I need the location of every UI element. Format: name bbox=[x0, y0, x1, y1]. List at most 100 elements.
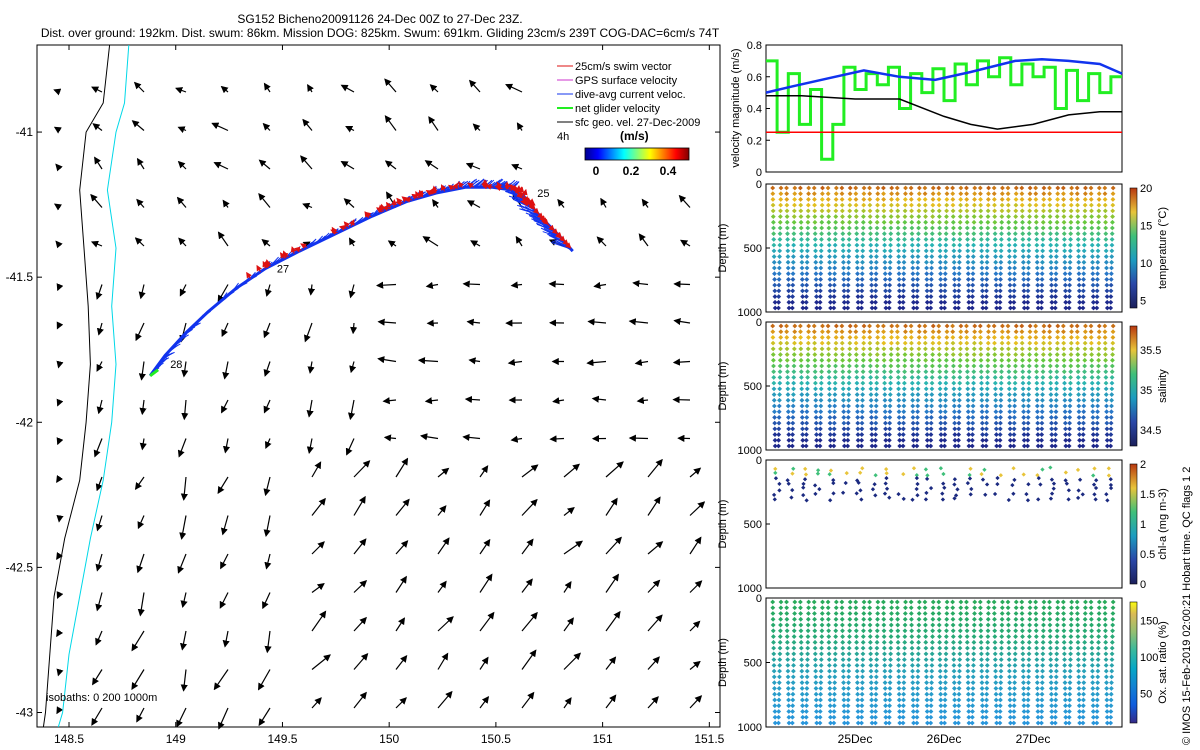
temperature-point bbox=[970, 271, 976, 277]
geo-velocity-arrow bbox=[605, 536, 622, 555]
geo-velocity-arrow bbox=[552, 397, 565, 405]
geo-velocity-arrow bbox=[521, 611, 538, 632]
temperature-point bbox=[1007, 294, 1013, 299]
legend-swum: 25cm/s swim vector bbox=[575, 61, 672, 73]
geo-velocity-arrow bbox=[263, 515, 271, 537]
geo-velocity-arrow bbox=[347, 399, 356, 421]
geo-velocity-arrow bbox=[136, 198, 145, 208]
geo-velocity-arrow bbox=[395, 697, 407, 709]
salinity-ytick-label: 0 bbox=[756, 317, 762, 329]
temperature-point bbox=[998, 242, 1004, 248]
geo-velocity-arrow bbox=[262, 122, 271, 131]
temperature-point bbox=[929, 265, 934, 271]
temperature-point bbox=[915, 254, 921, 259]
geo-velocity-arrow bbox=[264, 553, 272, 570]
temperature-point bbox=[1020, 248, 1026, 254]
temperature-point bbox=[800, 288, 805, 294]
geo-velocity-arrow bbox=[422, 236, 439, 247]
temperature-point bbox=[846, 254, 852, 259]
geo-velocity-arrow bbox=[437, 467, 450, 478]
temperature-point bbox=[881, 197, 887, 202]
geo-velocity-arrow bbox=[134, 237, 145, 247]
swim-vector bbox=[555, 231, 563, 239]
swim-vector bbox=[411, 193, 419, 200]
oxygen-ytick-label: 500 bbox=[744, 658, 762, 670]
temperature-point bbox=[1000, 185, 1005, 191]
temperature-point bbox=[792, 191, 798, 197]
geo-velocity-arrow bbox=[56, 514, 64, 523]
geo-velocity-arrow bbox=[131, 120, 145, 131]
temperature-colorbar-label: temperature (°C) bbox=[1157, 207, 1169, 289]
geo-velocity-arrow bbox=[53, 126, 62, 134]
geo-velocity-arrow bbox=[56, 360, 64, 369]
temperature-point bbox=[956, 294, 962, 299]
chlorophyll-ylabel: Depth (m) bbox=[717, 500, 729, 549]
map-xtick-label: 151 bbox=[593, 732, 613, 746]
geo-velocity-arrow bbox=[468, 357, 481, 365]
temperature-point bbox=[827, 271, 833, 277]
temperature-point bbox=[874, 254, 879, 259]
temperature-point bbox=[998, 265, 1004, 271]
temperature-point bbox=[914, 288, 920, 294]
temperature-point bbox=[1019, 191, 1025, 197]
geo-velocity-arrow bbox=[180, 669, 188, 692]
temperature-point bbox=[938, 271, 943, 277]
swim-vector bbox=[515, 191, 523, 199]
temperature-point bbox=[900, 294, 906, 299]
temperature-point bbox=[805, 242, 810, 248]
temperature-ytick-label: 0 bbox=[756, 179, 762, 191]
swim-vector bbox=[564, 241, 572, 249]
geo-velocity-arrow bbox=[343, 198, 355, 208]
temperature-point bbox=[805, 225, 811, 231]
salinity-colorbar-tick: 35 bbox=[1140, 385, 1152, 397]
temperature-point bbox=[902, 219, 908, 225]
temperature-point bbox=[958, 208, 963, 214]
map-ytick-label: -42.5 bbox=[6, 560, 34, 574]
temperature-point bbox=[1006, 242, 1012, 248]
velocity-ylabel: velocity magnitude (m/s) bbox=[730, 48, 742, 167]
chlorophyll-ytick-label: 0 bbox=[756, 455, 762, 467]
oxygen-colorbar-label: Ox. sat. ratio (%) bbox=[1157, 621, 1169, 704]
temperature-point bbox=[1012, 254, 1018, 259]
geo-velocity-arrow bbox=[133, 81, 145, 93]
geo-velocity-arrow bbox=[395, 457, 409, 478]
geo-velocity-arrow bbox=[56, 475, 64, 484]
geo-velocity-arrow bbox=[384, 160, 397, 170]
geo-velocity-arrow bbox=[177, 438, 187, 458]
geo-velocity-arrow bbox=[353, 691, 367, 709]
temperature-point bbox=[896, 271, 902, 277]
temperature-point bbox=[901, 288, 906, 294]
temperature-point bbox=[944, 202, 950, 208]
geo-velocity-arrow bbox=[345, 438, 355, 456]
geo-velocity-arrow bbox=[306, 438, 314, 454]
temperature-point bbox=[956, 265, 962, 271]
geo-velocity-arrow bbox=[437, 616, 454, 632]
temperature-point bbox=[841, 288, 847, 294]
temperature-point bbox=[784, 214, 790, 219]
geo-velocity-arrow bbox=[466, 318, 481, 326]
geo-velocity-arrow bbox=[429, 84, 439, 93]
temperature-point bbox=[799, 271, 805, 277]
temperature-point bbox=[869, 294, 875, 299]
geo-velocity-arrow bbox=[177, 126, 187, 134]
map-xtick-label: 150 bbox=[379, 732, 399, 746]
temperature-point bbox=[1021, 277, 1027, 282]
temperature-point bbox=[786, 305, 792, 311]
temperature-point bbox=[804, 288, 809, 294]
temperature-point bbox=[930, 219, 935, 225]
temperature-point bbox=[875, 185, 881, 191]
temperature-point bbox=[868, 254, 874, 259]
geo-velocity-arrow bbox=[177, 160, 187, 170]
velocity-axes-box bbox=[765, 44, 1123, 173]
geo-velocity-arrow bbox=[95, 284, 103, 300]
swim-vector bbox=[282, 250, 289, 259]
geo-velocity-arrow bbox=[632, 279, 649, 288]
geo-velocity-arrow bbox=[678, 194, 691, 208]
temperature-colorbar bbox=[1129, 187, 1138, 309]
swim-vector bbox=[364, 211, 371, 219]
swim-vector bbox=[391, 199, 398, 208]
temperature-point bbox=[1007, 265, 1013, 271]
geo-velocity-arrow bbox=[90, 193, 103, 208]
temperature-point bbox=[1021, 299, 1027, 305]
temperature-point bbox=[873, 265, 879, 271]
